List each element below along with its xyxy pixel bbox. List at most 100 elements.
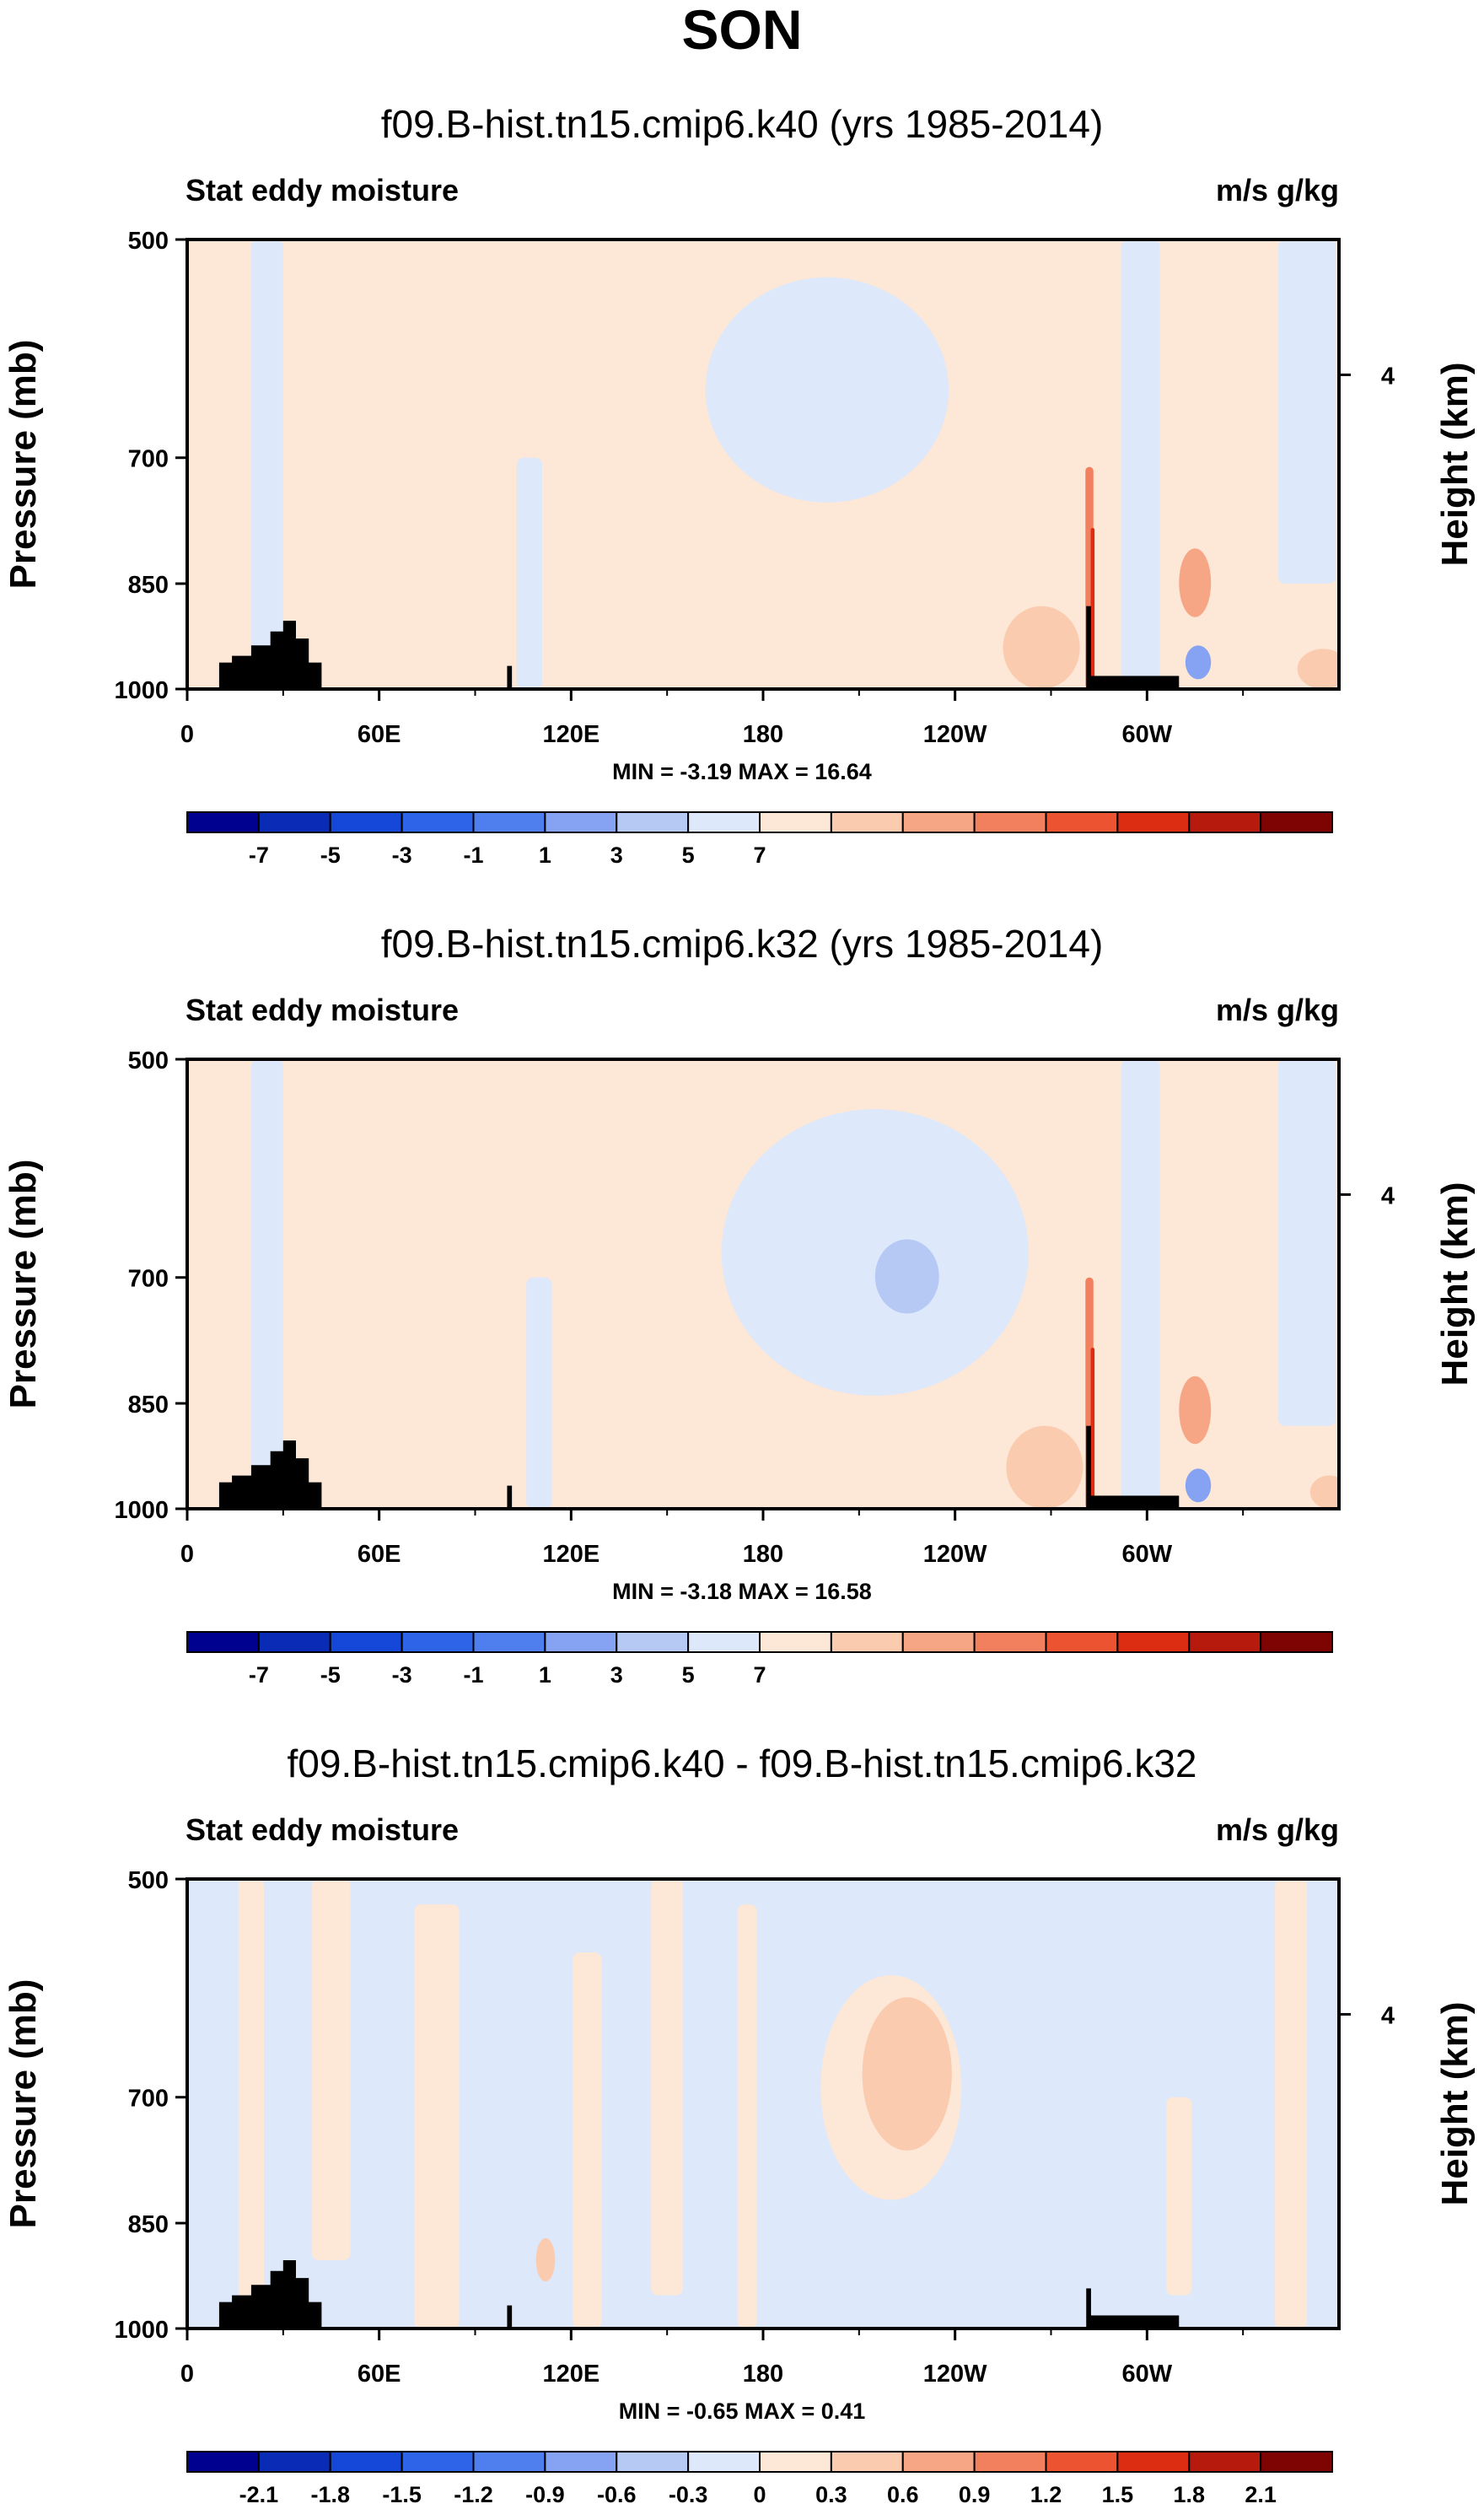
colorbar-swatch	[329, 811, 403, 833]
x-tick-label: 60E	[358, 721, 401, 748]
topography-spike	[507, 665, 513, 689]
colorbar-label: 1.2	[1030, 2482, 1062, 2507]
field-anomaly-column	[526, 1277, 552, 1509]
plot-area	[187, 1879, 1339, 2329]
y-axis-label-right: Height (km)	[1434, 2002, 1476, 2206]
colorbar-swatch	[401, 2451, 475, 2473]
y-axis-label: Pressure (mb)	[3, 1160, 44, 1409]
colorbar-swatch	[472, 2451, 546, 2473]
colorbar-label: 7	[753, 843, 766, 868]
field-anomaly-column	[737, 1904, 757, 2329]
colorbar-swatch	[759, 2451, 832, 2473]
y-tick-label: 850	[128, 572, 169, 599]
field-anomaly-column	[238, 1879, 265, 2329]
field-anomaly-blob	[874, 1239, 939, 1314]
y-tick-label: 500	[128, 1867, 169, 1894]
colorbar-swatch	[186, 1631, 260, 1653]
x-tick-label: 180	[743, 721, 783, 748]
colorbar-label: -0.3	[669, 2482, 708, 2507]
page-title: SON	[681, 0, 802, 61]
x-tick-label: 120W	[923, 721, 987, 748]
field-anomaly-column	[1090, 527, 1095, 689]
y-tick-label: 700	[128, 2086, 169, 2113]
field-anomaly-column	[414, 1904, 460, 2329]
colorbar-label: 5	[682, 843, 695, 868]
colorbar-swatch	[544, 2451, 618, 2473]
colorbar-label: 3	[610, 843, 623, 868]
panel-title: f09.B-hist.tn15.cmip6.k32 (yrs 1985-2014…	[381, 922, 1104, 966]
colorbar-swatch	[544, 1631, 618, 1653]
field-anomaly-blob	[705, 277, 949, 503]
field-anomaly-column	[1277, 240, 1336, 584]
colorbar-swatch	[472, 1631, 546, 1653]
colorbar-label: 0.6	[887, 2482, 919, 2507]
field-anomaly-column	[651, 1879, 684, 2296]
colorbar-swatch	[830, 2451, 904, 2473]
y-tick-label: 1000	[114, 677, 169, 704]
right-tick-label: 4	[1381, 363, 1395, 390]
topography-block	[1089, 676, 1180, 689]
field-anomaly-blob	[1179, 1376, 1212, 1445]
colorbar-swatch	[186, 2451, 260, 2473]
colorbar-swatch	[1116, 2451, 1191, 2473]
panel-title: f09.B-hist.tn15.cmip6.k40 - f09.B-hist.t…	[288, 1742, 1197, 1785]
colorbar-swatch	[830, 1631, 904, 1653]
min-max-stats: MIN = -3.19 MAX = 16.64	[612, 759, 872, 784]
min-max-stats: MIN = -3.18 MAX = 16.58	[612, 1579, 872, 1604]
subtitle-left: Stat eddy moisture	[186, 993, 459, 1027]
x-tick-label: 180	[743, 2361, 783, 2388]
colorbar-swatch	[901, 1631, 976, 1653]
subtitle-right: m/s g/kg	[1216, 173, 1339, 207]
colorbar-swatch	[186, 811, 260, 833]
field-anomaly-column	[311, 1879, 351, 2260]
colorbar-swatch	[687, 2451, 761, 2473]
colorbar-swatch	[1260, 2451, 1333, 2473]
colorbar-label: -0.6	[597, 2482, 637, 2507]
colorbar-swatch	[759, 1631, 832, 1653]
topography-spike	[507, 1485, 513, 1509]
y-tick-label: 500	[128, 1047, 169, 1074]
colorbar-swatch	[1045, 811, 1119, 833]
colorbar-label: 0.9	[959, 2482, 991, 2507]
topography-mask	[218, 621, 322, 689]
field-anomaly-column	[1090, 1347, 1095, 1509]
colorbar-label: 1	[539, 1662, 551, 1688]
y-tick-label: 1000	[114, 1497, 169, 1524]
colorbar-swatch	[687, 1631, 761, 1653]
x-tick-label: 120E	[542, 721, 600, 748]
field-anomaly-column	[1277, 1059, 1336, 1426]
topography-spike	[1086, 606, 1091, 689]
min-max-stats: MIN = -0.65 MAX = 0.41	[619, 2399, 866, 2424]
x-tick-label: 60W	[1122, 2361, 1173, 2388]
field-anomaly-column	[250, 1059, 283, 1509]
colorbar-label: -7	[249, 1662, 269, 1688]
colorbar-label: 3	[610, 1662, 623, 1688]
x-tick-label: 180	[743, 1541, 783, 1568]
right-tick-label: 4	[1381, 2002, 1395, 2029]
colorbar-swatch	[901, 811, 976, 833]
field-anomaly-column	[573, 1952, 602, 2329]
colorbar-label: 7	[753, 1662, 766, 1688]
field-anomaly-column	[1166, 2097, 1192, 2296]
x-tick-label: 0	[180, 2361, 194, 2388]
colorbar-swatch	[1188, 1631, 1262, 1653]
topography-block	[1089, 1495, 1180, 1509]
colorbar-label: 1.8	[1173, 2482, 1205, 2507]
colorbar-label: 2.1	[1245, 2482, 1277, 2507]
subtitle-left: Stat eddy moisture	[186, 1812, 459, 1847]
colorbar-swatch	[973, 1631, 1047, 1653]
colorbar-swatch	[687, 811, 761, 833]
colorbar-swatch	[257, 1631, 331, 1653]
panel-2: f09.B-hist.tn15.cmip6.k32 (yrs 1985-2014…	[3, 922, 1476, 1688]
colorbar-swatch	[257, 2451, 331, 2473]
colorbar-swatch	[759, 811, 832, 833]
colorbar-swatch	[329, 2451, 403, 2473]
field-anomaly-blob	[1185, 1468, 1212, 1503]
field-anomaly-blob	[862, 1997, 952, 2151]
y-tick-label: 700	[128, 446, 169, 473]
colorbar-swatch	[1260, 1631, 1333, 1653]
colorbar-label: 5	[682, 1662, 695, 1688]
colorbar-swatch	[1045, 1631, 1119, 1653]
field-background	[187, 1879, 1339, 2329]
